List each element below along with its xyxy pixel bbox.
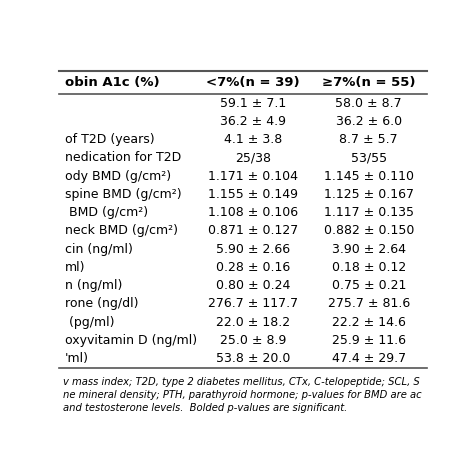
Text: neck BMD (g/cm²): neck BMD (g/cm²) [65,225,178,237]
Bar [59,112,427,131]
Text: 25.9 ± 11.6: 25.9 ± 11.6 [332,334,406,347]
Text: 25.0 ± 8.9: 25.0 ± 8.9 [220,334,286,347]
Text: v mass index; T2D, type 2 diabetes mellitus, CTx, C-telopeptide; SCL, S: v mass index; T2D, type 2 diabetes melli… [63,377,419,387]
Text: 36.2 ± 4.9: 36.2 ± 4.9 [220,115,286,128]
Bar [59,331,427,350]
Text: nedication for T2D: nedication for T2D [65,152,181,164]
Text: BMD (g/cm²): BMD (g/cm²) [65,206,148,219]
Bar [59,240,427,258]
Text: oxyvitamin D (ng/ml): oxyvitamin D (ng/ml) [65,334,197,347]
Text: ody BMD (g/cm²): ody BMD (g/cm²) [65,170,171,183]
Bar [59,131,427,149]
Text: ne mineral density; PTH, parathyroid hormone; p-values for BMD are ac: ne mineral density; PTH, parathyroid hor… [63,390,421,400]
Text: 'ml): 'ml) [65,352,89,365]
Text: 1.171 ± 0.104: 1.171 ± 0.104 [208,170,298,183]
Text: 3.90 ± 2.64: 3.90 ± 2.64 [332,243,406,256]
Text: 47.4 ± 29.7: 47.4 ± 29.7 [332,352,406,365]
Text: <7%(n = 39): <7%(n = 39) [206,76,300,89]
Text: 1.108 ± 0.106: 1.108 ± 0.106 [208,206,298,219]
Text: of T2D (years): of T2D (years) [65,133,155,146]
Text: 1.145 ± 0.110: 1.145 ± 0.110 [324,170,414,183]
Text: obin A1c (%): obin A1c (%) [65,76,159,89]
Text: 276.7 ± 117.7: 276.7 ± 117.7 [208,298,298,310]
Bar [59,295,427,313]
Bar [59,149,427,167]
Text: 22.0 ± 18.2: 22.0 ± 18.2 [216,316,290,329]
Text: 0.75 ± 0.21: 0.75 ± 0.21 [331,279,406,292]
Bar [59,258,427,277]
Text: 4.1 ± 3.8: 4.1 ± 3.8 [224,133,282,146]
Text: 53/55: 53/55 [351,152,387,164]
Text: 0.18 ± 0.12: 0.18 ± 0.12 [332,261,406,274]
Bar [59,94,427,112]
Text: and testosterone levels.  Bolded p-values are significant.: and testosterone levels. Bolded p-values… [63,403,347,413]
Bar [59,72,427,94]
Bar [59,204,427,222]
Text: 58.0 ± 8.7: 58.0 ± 8.7 [336,97,402,110]
Text: 0.882 ± 0.150: 0.882 ± 0.150 [324,225,414,237]
Text: spine BMD (g/cm²): spine BMD (g/cm²) [65,188,182,201]
Text: n (ng/ml): n (ng/ml) [65,279,122,292]
Bar [59,222,427,240]
Text: 25/38: 25/38 [235,152,271,164]
Bar [59,277,427,295]
Text: 22.2 ± 14.6: 22.2 ± 14.6 [332,316,406,329]
Bar [59,313,427,331]
Text: 8.7 ± 5.7: 8.7 ± 5.7 [339,133,398,146]
Text: ml): ml) [65,261,85,274]
Bar [59,167,427,185]
Text: cin (ng/ml): cin (ng/ml) [65,243,133,256]
Text: rone (ng/dl): rone (ng/dl) [65,298,138,310]
Text: ≥7%(n = 55): ≥7%(n = 55) [322,76,416,89]
Text: 5.90 ± 2.66: 5.90 ± 2.66 [216,243,290,256]
Text: (pg/ml): (pg/ml) [65,316,114,329]
Bar [59,185,427,204]
Text: 0.28 ± 0.16: 0.28 ± 0.16 [216,261,290,274]
Text: 0.871 ± 0.127: 0.871 ± 0.127 [208,225,298,237]
Text: 36.2 ± 6.0: 36.2 ± 6.0 [336,115,402,128]
Text: 59.1 ± 7.1: 59.1 ± 7.1 [220,97,286,110]
Text: 53.8 ± 20.0: 53.8 ± 20.0 [216,352,290,365]
Text: 1.155 ± 0.149: 1.155 ± 0.149 [208,188,298,201]
Bar [59,350,427,368]
Text: 275.7 ± 81.6: 275.7 ± 81.6 [328,298,410,310]
Text: 1.117 ± 0.135: 1.117 ± 0.135 [324,206,414,219]
Text: 1.125 ± 0.167: 1.125 ± 0.167 [324,188,414,201]
Text: 0.80 ± 0.24: 0.80 ± 0.24 [216,279,290,292]
